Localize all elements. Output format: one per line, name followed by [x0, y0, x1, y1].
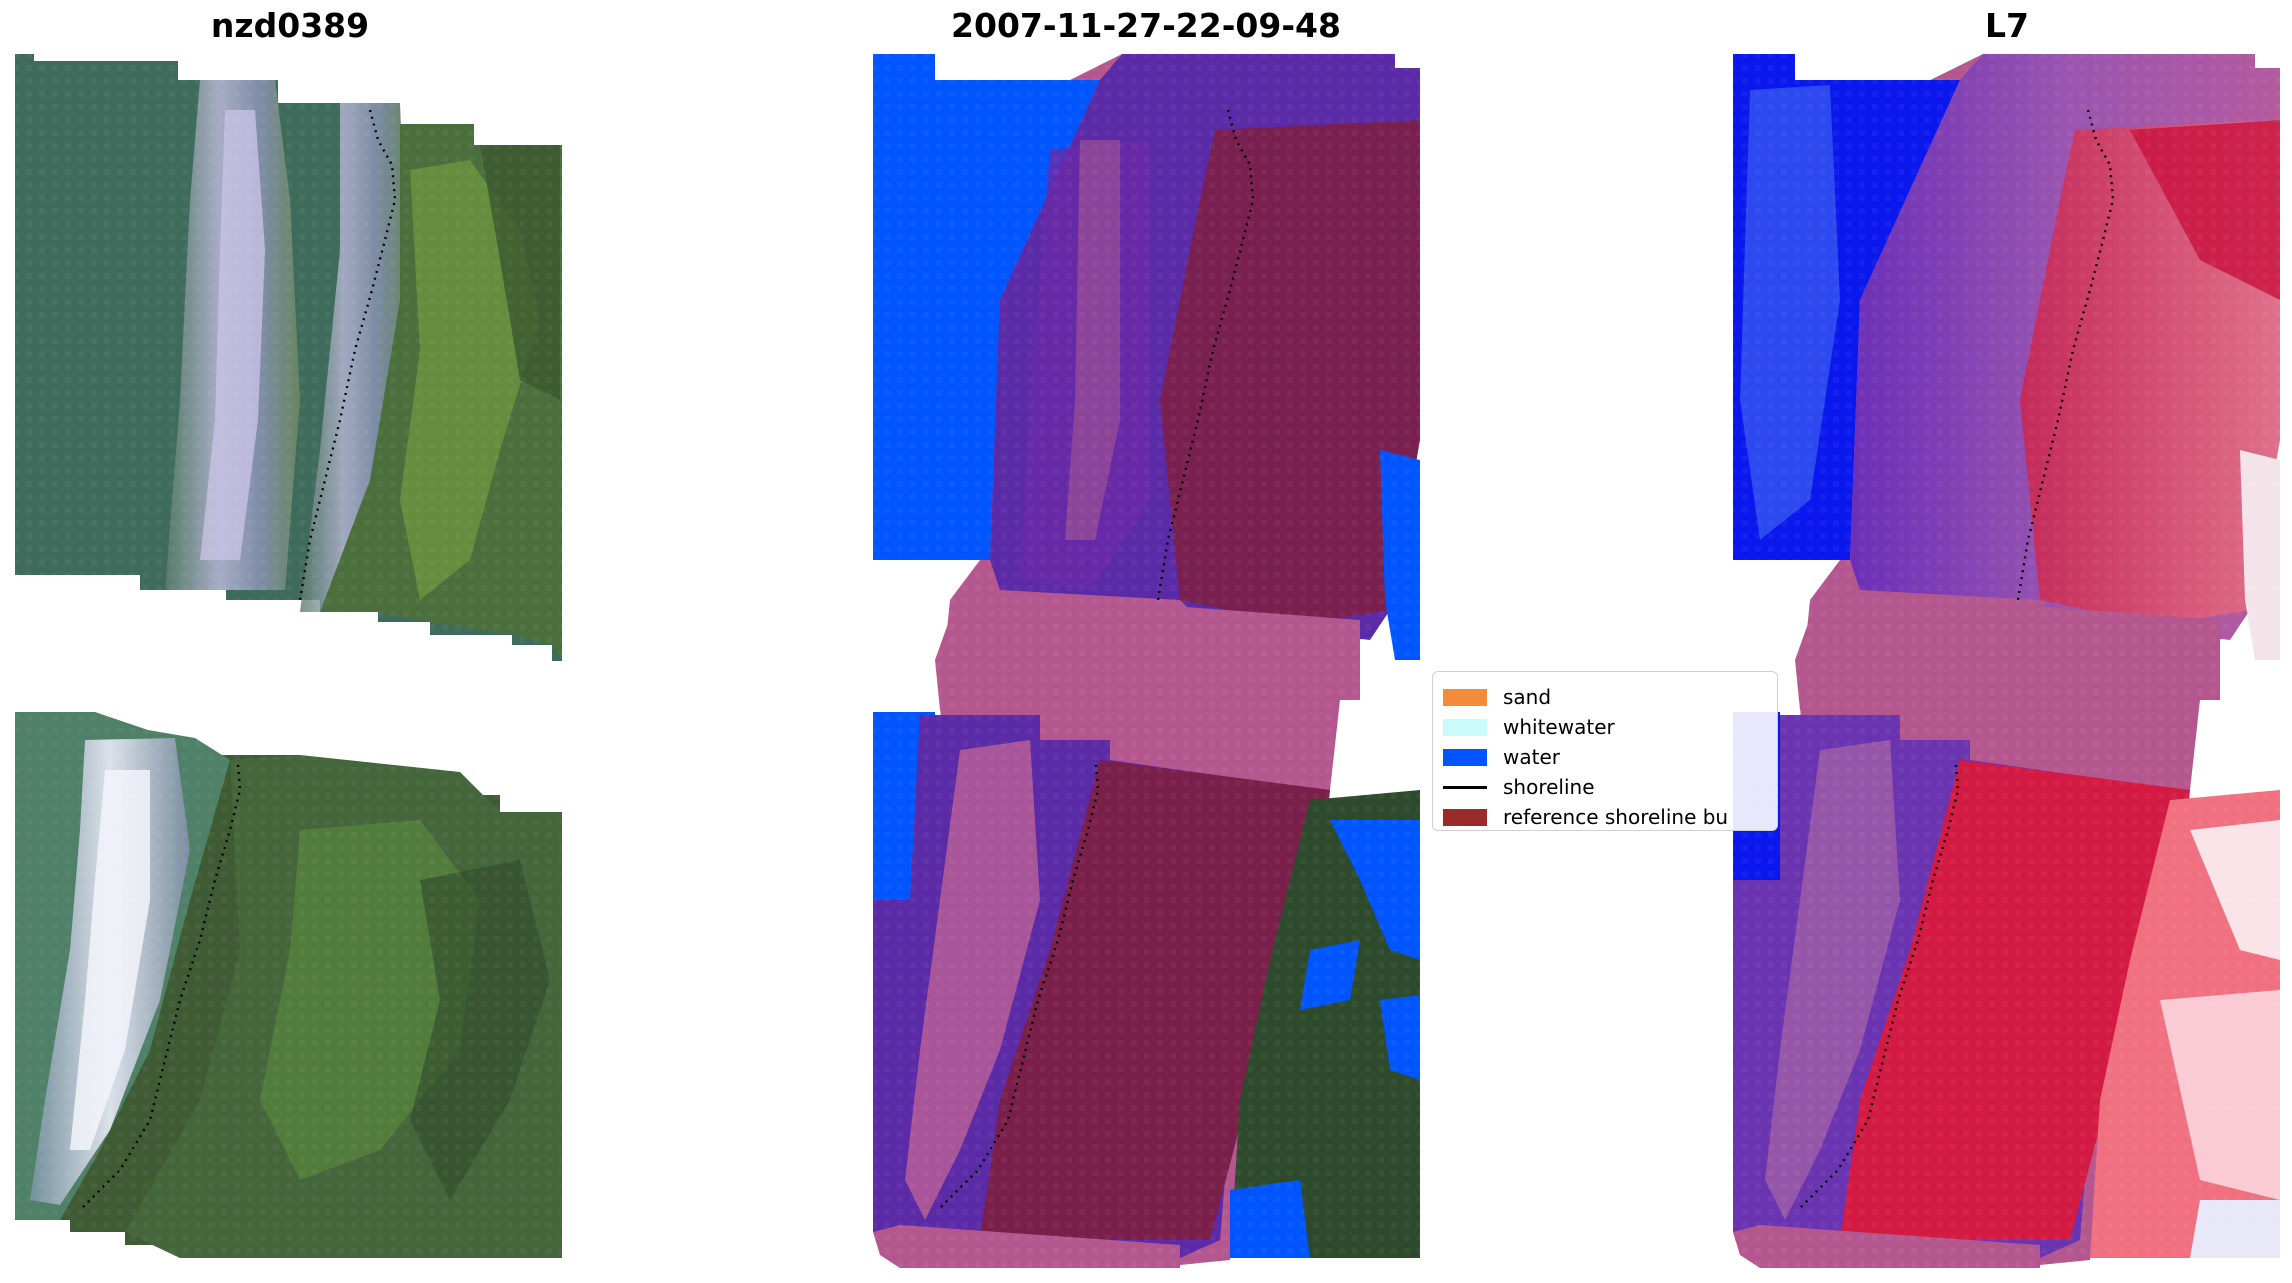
legend-label-reference-buffer: reference shoreline bu: [1503, 805, 1729, 829]
legend-label-whitewater: whitewater: [1503, 715, 1615, 739]
legend-item-sand: sand: [1433, 682, 1551, 712]
legend: sand whitewater water shoreline referenc…: [1432, 671, 1778, 831]
shoreline-line-swatch: [1443, 785, 1487, 789]
water-swatch: [1443, 748, 1487, 766]
classified-image: [873, 54, 1420, 1268]
legend-item-water: water: [1433, 742, 1560, 772]
classified-panel-title: 2007-11-27-22-09-48: [951, 6, 1341, 45]
sand-swatch: [1443, 688, 1487, 706]
index-panel-title: L7: [1985, 6, 2029, 45]
legend-item-reference-buffer: reference shoreline bu: [1433, 802, 1729, 830]
legend-item-shoreline: shoreline: [1433, 772, 1595, 802]
index-image: [1733, 54, 2280, 1268]
whitewater-swatch: [1443, 718, 1487, 736]
legend-label-water: water: [1503, 745, 1560, 769]
reference-buffer-swatch: [1443, 808, 1487, 826]
rgb-image: [15, 54, 562, 1258]
legend-item-whitewater: whitewater: [1433, 712, 1615, 742]
rgb-panel-title: nzd0389: [210, 6, 370, 45]
legend-label-sand: sand: [1503, 685, 1552, 709]
legend-label-shoreline: shoreline: [1503, 775, 1595, 799]
